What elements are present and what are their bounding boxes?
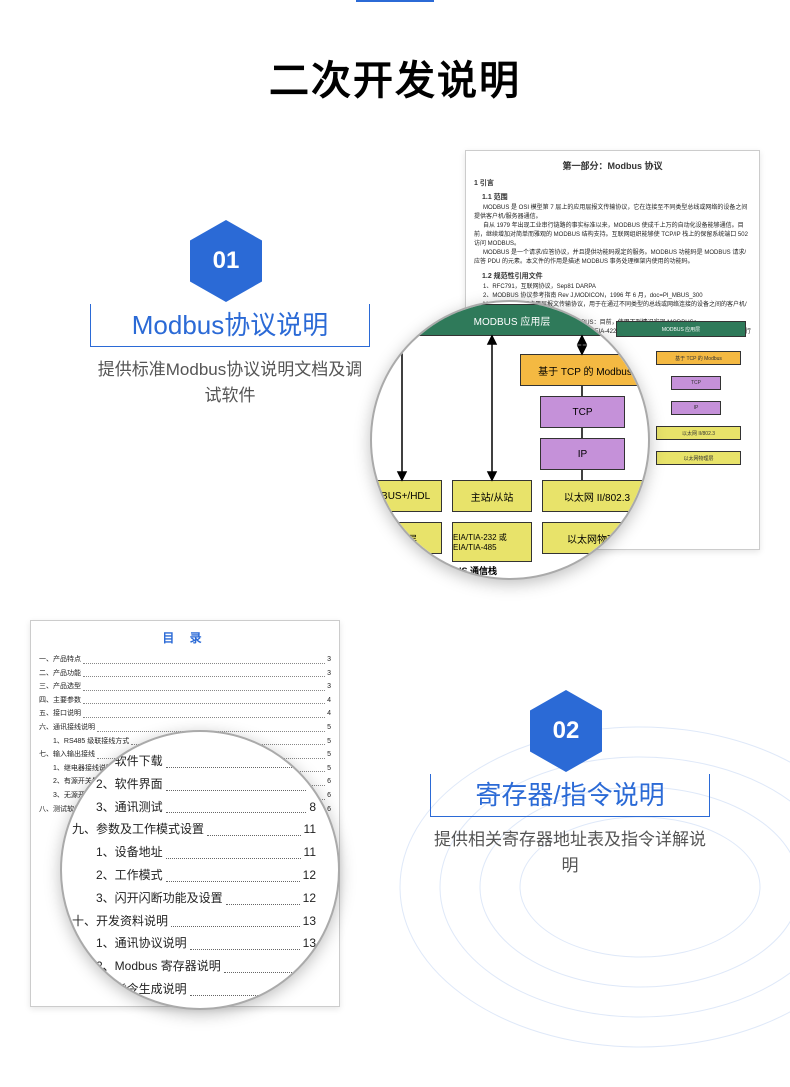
toc-big-item: 九、参数及工作模式设置11 [72, 818, 316, 841]
section01-title: Modbus协议说明 [90, 305, 370, 342]
toc-big-item: 1、软件下载7 [96, 750, 316, 773]
toc-big-item: 十、开发资料说明13 [72, 910, 316, 933]
magnifier-lens-2: 1、软件下载72、软件界面83、通讯测试8九、参数及工作模式设置111、设备地址… [60, 730, 340, 1010]
doc1-h11: 1.1 范围 [482, 192, 751, 202]
mini-eth1: 以太网 II/802.3 [656, 426, 741, 440]
section02-title-box: 寄存器/指令说明 提供相关寄存器地址表及指令详解说明 [430, 775, 710, 878]
badge-01-number: 01 [213, 247, 240, 275]
lens1-ethphy: 以太网物理层 [542, 522, 650, 554]
page-title: 二次开发说明 [0, 48, 790, 106]
toc-big-list: 1、软件下载72、软件界面83、通讯测试8九、参数及工作模式设置111、设备地址… [72, 750, 316, 1010]
doc1-h1: 1 引言 [474, 178, 751, 188]
section01-underline [90, 346, 370, 347]
lens1-caption: 图 1：MODBUS 通信栈 [402, 564, 497, 577]
toc-small-item: 五、接口说明4 [39, 708, 331, 722]
toc-big-item: 2、软件界面8 [96, 773, 316, 796]
badge-02-number: 02 [553, 717, 580, 745]
doc1-p1: MODBUS 是 OSI 模型第 7 层上的应用层报文传输协议，它在连接至不同类… [474, 204, 751, 222]
lens1-master: 主站/从站 [452, 480, 532, 512]
toc-big-item: 4、指令列表16 [96, 1001, 316, 1010]
lens1-eth: 以太网 II/802.3 [542, 480, 650, 512]
toc-small-item: 三、产品选型3 [39, 681, 331, 695]
lens1-ip: IP [540, 438, 625, 470]
toc-small-item: 一、产品特点3 [39, 654, 331, 668]
mini-tcp: TCP [671, 376, 721, 390]
toc-small-item: 二、产品功能3 [39, 668, 331, 682]
doc1-h12: 1.2 规范性引用文件 [482, 271, 751, 281]
magnifier-lens-1: MODBUS 应用层 基于 TCP 的 Modbus TCP IP DBUS+/… [370, 300, 650, 580]
section01-title-box: Modbus协议说明 提供标准Modbus协议说明文档及调试软件 [90, 305, 370, 408]
doc1-l1: 1、RFC791，互联网协议，Sep81 DARPA [483, 283, 751, 292]
section-02: 目 录 一、产品特点3二、产品功能3三、产品选型3四、主要参数4五、接口说明4六… [0, 620, 790, 1007]
lens1-hdl: DBUS+/HDL [370, 480, 442, 512]
doc1-title: 第一部分：Modbus 协议 [474, 159, 751, 172]
lens2-content: 1、软件下载72、软件界面83、通讯测试8九、参数及工作模式设置111、设备地址… [62, 732, 338, 1008]
toc-big-item: 3、闪开闪断功能及设置12 [96, 887, 316, 910]
lens1-phy: 物理层 [370, 522, 442, 554]
toc-title: 目 录 [39, 629, 331, 646]
doc1-p3: MODBUS 是一个请求/应答协议，并且提供功能码规定的服务。MODBUS 功能… [474, 249, 751, 267]
section02-title: 寄存器/指令说明 [430, 775, 710, 812]
section01-subtitle: 提供标准Modbus协议说明文档及调试软件 [90, 357, 370, 408]
mini-tcpmb: 基于 TCP 的 Modbus [656, 351, 741, 365]
badge-01: 01 [190, 220, 262, 302]
toc-big-item: 3、通讯测试8 [96, 796, 316, 819]
top-accent-line [356, 0, 434, 2]
lens1-eia: EIA/TIA-232 或 EIA/TIA-485 [452, 522, 532, 562]
section-01: 第一部分：Modbus 协议 1 引言 1.1 范围 MODBUS 是 OSI … [0, 150, 790, 570]
lens1-app: MODBUS 应用层 [387, 304, 637, 336]
doc1-p2: 自从 1979 年出现工业串行链路的事实标准以来，MODBUS 使成千上万的自动… [474, 222, 751, 249]
section02-subtitle: 提供相关寄存器地址表及指令详解说明 [430, 827, 710, 878]
toc-small-item: 四、主要参数4 [39, 695, 331, 709]
mini-ip: IP [671, 401, 721, 415]
badge-02: 02 [530, 690, 602, 772]
toc-big-item: 1、通讯协议说明13 [96, 932, 316, 955]
toc-big-item: 2、工作模式12 [96, 864, 316, 887]
lens1-tcpmb: 基于 TCP 的 Modbus [520, 354, 650, 386]
lens1-tcp: TCP [540, 396, 625, 428]
toc-big-item: 2、Modbus 寄存器说明13 [96, 955, 316, 978]
section02-underline [430, 816, 710, 817]
toc-big-item: 1、设备地址11 [96, 841, 316, 864]
mini-ethphy: 以太网物理层 [656, 451, 741, 465]
toc-big-item: 3、指令生成说明15 [96, 978, 316, 1001]
lens1-content: MODBUS 应用层 基于 TCP 的 Modbus TCP IP DBUS+/… [372, 302, 648, 578]
